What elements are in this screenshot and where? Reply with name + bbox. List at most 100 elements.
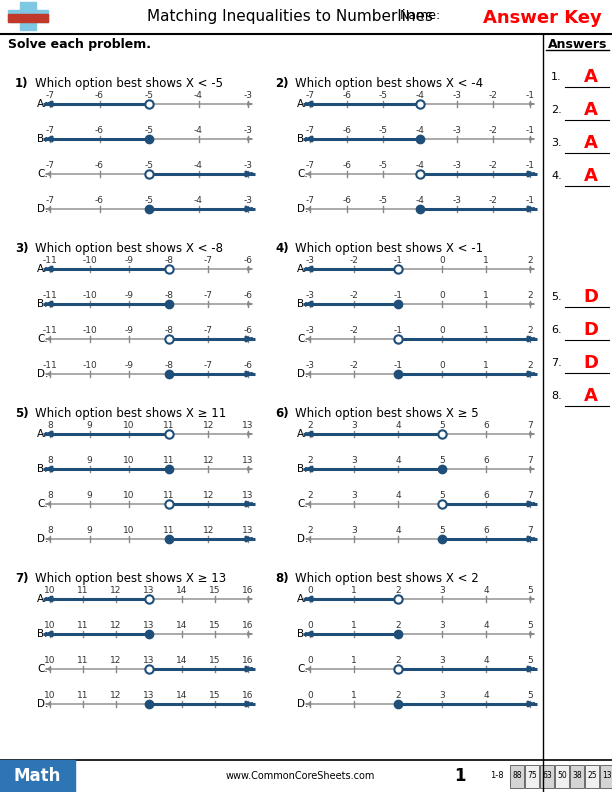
Text: 9: 9 bbox=[87, 491, 92, 500]
Text: -7: -7 bbox=[204, 361, 213, 370]
Text: 5: 5 bbox=[439, 491, 445, 500]
Text: 13: 13 bbox=[242, 526, 254, 535]
Text: 2: 2 bbox=[307, 421, 313, 430]
Text: -7: -7 bbox=[204, 291, 213, 300]
Text: 9: 9 bbox=[87, 526, 92, 535]
Text: C.: C. bbox=[37, 499, 48, 509]
Text: D: D bbox=[583, 354, 599, 372]
Text: Answers: Answers bbox=[548, 38, 607, 51]
Text: 1: 1 bbox=[351, 656, 357, 665]
Text: -11: -11 bbox=[43, 256, 58, 265]
Text: 4: 4 bbox=[395, 456, 401, 465]
Text: 15: 15 bbox=[209, 656, 221, 665]
Text: 3): 3) bbox=[15, 242, 29, 255]
Text: -5: -5 bbox=[379, 126, 388, 135]
Text: 4: 4 bbox=[483, 586, 489, 595]
Bar bbox=[8, 10, 48, 21]
Text: -10: -10 bbox=[82, 326, 97, 335]
Text: 11: 11 bbox=[163, 456, 174, 465]
Text: Which option best shows X ≥ 11: Which option best shows X ≥ 11 bbox=[35, 407, 226, 420]
Text: 0: 0 bbox=[307, 656, 313, 665]
Text: -6: -6 bbox=[244, 361, 253, 370]
Text: -2: -2 bbox=[489, 196, 498, 205]
Text: -6: -6 bbox=[95, 91, 104, 100]
Text: -3: -3 bbox=[305, 256, 315, 265]
Text: 5: 5 bbox=[439, 421, 445, 430]
Text: D.: D. bbox=[37, 204, 48, 214]
Text: A.: A. bbox=[297, 429, 307, 439]
Text: B.: B. bbox=[297, 464, 307, 474]
Text: 11: 11 bbox=[77, 621, 89, 630]
Text: 11: 11 bbox=[77, 656, 89, 665]
Text: -1: -1 bbox=[526, 161, 534, 170]
Text: 5: 5 bbox=[527, 656, 533, 665]
Text: Answer Key: Answer Key bbox=[483, 9, 602, 27]
Text: 2: 2 bbox=[307, 526, 313, 535]
Text: 2: 2 bbox=[395, 691, 401, 700]
Text: 8): 8) bbox=[275, 572, 289, 585]
Text: 6.: 6. bbox=[551, 325, 562, 335]
Text: Which option best shows X ≥ 13: Which option best shows X ≥ 13 bbox=[35, 572, 226, 585]
Text: -4: -4 bbox=[416, 126, 425, 135]
Text: -11: -11 bbox=[43, 326, 58, 335]
Text: 1): 1) bbox=[15, 77, 29, 90]
Text: A.: A. bbox=[37, 99, 47, 109]
Text: A: A bbox=[584, 387, 598, 405]
Text: C.: C. bbox=[297, 334, 308, 344]
Text: 15: 15 bbox=[209, 691, 221, 700]
Text: 12: 12 bbox=[110, 586, 122, 595]
Text: B.: B. bbox=[297, 299, 307, 309]
Text: 7.: 7. bbox=[551, 358, 562, 368]
Text: 10: 10 bbox=[124, 456, 135, 465]
Text: 12: 12 bbox=[203, 456, 214, 465]
Text: -9: -9 bbox=[125, 361, 133, 370]
Text: Which option best shows X ≥ 5: Which option best shows X ≥ 5 bbox=[295, 407, 479, 420]
Text: -4: -4 bbox=[194, 126, 203, 135]
Text: 8: 8 bbox=[47, 491, 53, 500]
Text: 16: 16 bbox=[242, 586, 254, 595]
Text: 6): 6) bbox=[275, 407, 289, 420]
Text: 1: 1 bbox=[454, 767, 466, 785]
Text: 5: 5 bbox=[439, 456, 445, 465]
Text: 38: 38 bbox=[572, 771, 582, 780]
Text: 14: 14 bbox=[176, 691, 188, 700]
Text: Solve each problem.: Solve each problem. bbox=[8, 38, 151, 51]
Text: -3: -3 bbox=[244, 126, 253, 135]
Bar bbox=[8, 13, 48, 21]
Text: B.: B. bbox=[37, 629, 48, 639]
Text: C.: C. bbox=[297, 499, 308, 509]
Text: -7: -7 bbox=[305, 196, 315, 205]
Text: -5: -5 bbox=[379, 91, 388, 100]
Text: -3: -3 bbox=[452, 91, 461, 100]
Text: 11: 11 bbox=[163, 526, 174, 535]
Text: 8: 8 bbox=[47, 526, 53, 535]
Bar bbox=[525, 765, 539, 788]
Text: 25: 25 bbox=[587, 771, 597, 780]
Text: 4: 4 bbox=[395, 421, 401, 430]
Text: 12: 12 bbox=[110, 691, 122, 700]
Text: D.: D. bbox=[297, 369, 308, 379]
Text: 9: 9 bbox=[87, 421, 92, 430]
Text: 3: 3 bbox=[351, 421, 357, 430]
Text: 4: 4 bbox=[395, 491, 401, 500]
Text: B.: B. bbox=[37, 299, 48, 309]
Text: 75: 75 bbox=[527, 771, 537, 780]
Text: 3.: 3. bbox=[551, 138, 562, 148]
Text: -2: -2 bbox=[349, 256, 359, 265]
Text: 4: 4 bbox=[483, 656, 489, 665]
Text: 7: 7 bbox=[527, 491, 533, 500]
Text: -9: -9 bbox=[125, 326, 133, 335]
Text: 10: 10 bbox=[124, 491, 135, 500]
Text: 16: 16 bbox=[242, 621, 254, 630]
Text: -6: -6 bbox=[244, 326, 253, 335]
Text: -6: -6 bbox=[342, 91, 351, 100]
Text: 13: 13 bbox=[143, 621, 155, 630]
Text: 1: 1 bbox=[483, 361, 489, 370]
Text: B.: B. bbox=[297, 629, 307, 639]
Text: 1.: 1. bbox=[551, 72, 562, 82]
Text: A: A bbox=[584, 167, 598, 185]
Text: -1: -1 bbox=[394, 291, 403, 300]
Text: D.: D. bbox=[37, 699, 48, 709]
Text: 1: 1 bbox=[351, 621, 357, 630]
Text: -7: -7 bbox=[45, 161, 54, 170]
